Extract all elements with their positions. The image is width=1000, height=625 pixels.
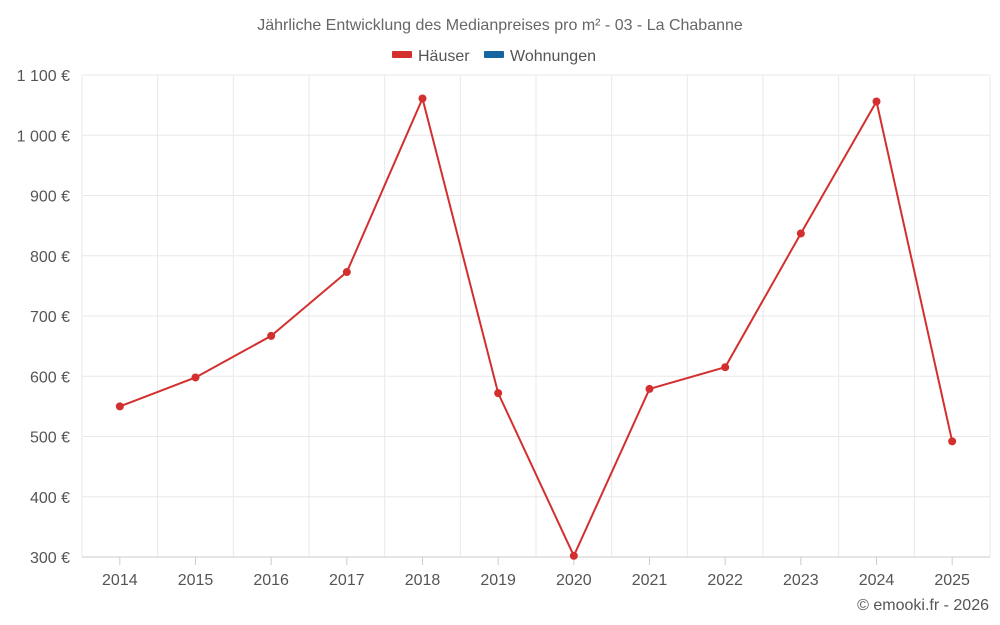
y-tick-label: 900 € — [30, 189, 70, 206]
x-tick-label: 2023 — [783, 572, 819, 589]
chart-title: Jährliche Entwicklung des Medianpreises … — [257, 17, 743, 34]
data-point-haeuser[interactable] — [191, 373, 200, 382]
legend-label-wohnungen: Wohnungen — [510, 48, 596, 65]
x-tick-label: 2017 — [329, 572, 365, 589]
data-point-haeuser[interactable] — [115, 402, 124, 411]
data-point-haeuser[interactable] — [494, 389, 503, 398]
x-tick-label: 2024 — [859, 572, 895, 589]
data-point-haeuser[interactable] — [418, 94, 427, 103]
x-tick-label: 2019 — [480, 572, 516, 589]
x-tick-label: 2020 — [556, 572, 592, 589]
data-point-haeuser[interactable] — [267, 331, 276, 340]
y-tick-label: 600 € — [30, 369, 70, 386]
y-tick-label: 300 € — [30, 550, 70, 567]
legend-swatch-wohnungen — [484, 51, 504, 58]
legend-item-wohnungen[interactable]: Wohnungen — [484, 48, 596, 65]
x-tick-label: 2015 — [178, 572, 214, 589]
legend-swatch-haeuser — [392, 51, 412, 58]
legend-item-haeuser[interactable]: Häuser — [392, 48, 470, 65]
x-tick-label: 2021 — [632, 572, 668, 589]
x-tick-label: 2025 — [934, 572, 970, 589]
x-axis-labels: 2014 2015 2016 2017 2018 2019 2020 2021 2022 2023… — [102, 557, 970, 589]
x-tick-label: 2022 — [707, 572, 743, 589]
y-tick-label: 400 € — [30, 490, 70, 507]
legend[interactable]: Häuser Wohnungen — [392, 48, 596, 65]
x-tick-label: 2018 — [405, 572, 441, 589]
x-tick-label: 2016 — [253, 572, 289, 589]
data-point-haeuser[interactable] — [645, 384, 654, 393]
legend-label-haeuser: Häuser — [418, 48, 470, 65]
series-haeuser — [115, 94, 957, 560]
data-point-haeuser[interactable] — [342, 268, 351, 277]
y-tick-label: 800 € — [30, 249, 70, 266]
y-tick-label: 1 100 € — [17, 68, 70, 85]
series-line-haeuser — [119, 97, 954, 557]
data-point-haeuser[interactable] — [796, 229, 805, 238]
y-tick-label: 700 € — [30, 309, 70, 326]
x-tick-label: 2014 — [102, 572, 138, 589]
y-tick-label: 500 € — [30, 430, 70, 447]
y-axis-labels: 300 € 400 € 500 € 600 € 700 € 800 € 900 € 1 000… — [17, 68, 70, 567]
data-point-haeuser[interactable] — [721, 363, 730, 372]
credit-text: © emooki.fr - 2026 — [857, 597, 989, 614]
data-point-haeuser[interactable] — [872, 97, 881, 106]
data-point-haeuser[interactable] — [569, 551, 578, 560]
x-gridlines — [81, 75, 991, 557]
data-point-haeuser[interactable] — [948, 437, 957, 446]
y-tick-label: 1 000 € — [17, 128, 70, 145]
